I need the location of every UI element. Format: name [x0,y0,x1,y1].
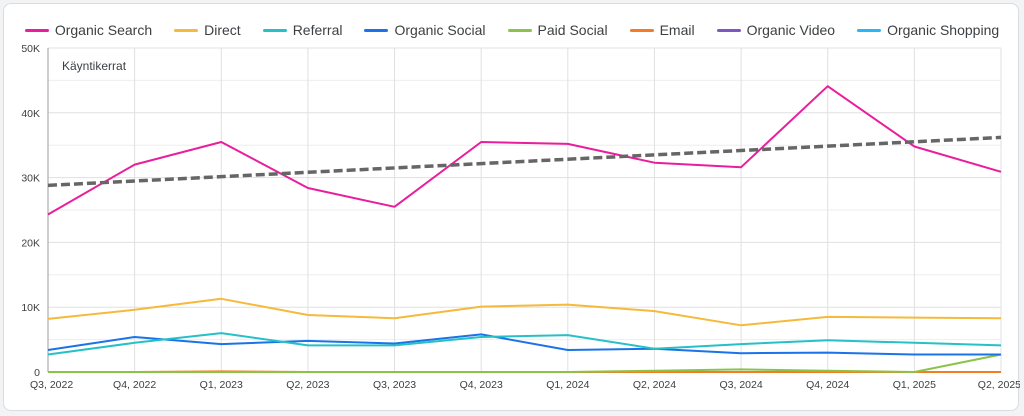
legend-item-organic-shopping[interactable]: Organic Shopping [857,22,999,38]
series-line-referral [47,332,1002,356]
legend-label: Paid Social [537,22,608,38]
legend-swatch [24,28,49,32]
legend-label: Referral [292,22,343,38]
legend-label: Organic Social [394,22,486,38]
x-tick-label: Q1, 2025 [893,379,936,391]
legend-item-organic-search[interactable]: Organic Search [24,22,153,38]
x-tick-label: Q3, 2022 [30,379,73,391]
x-tick-label: Q4, 2023 [460,379,503,391]
legend-item-paid-social[interactable]: Paid Social [507,22,608,38]
x-tick-label: Q4, 2022 [113,379,156,391]
series-line-organic-social [47,333,1001,356]
y-tick-label: 10K [21,302,40,314]
x-tick-label: Q2, 2024 [633,379,676,391]
legend-item-organic-video[interactable]: Organic Video [716,22,836,38]
legend-swatch [262,28,287,32]
metric-label: Käyntikerrat [62,59,127,73]
legend-item-email[interactable]: Email [629,22,695,38]
x-tick-label: Q1, 2023 [200,379,243,391]
legend-swatch [716,28,741,32]
chart-card: Organic Search Direct Referral Organic Soci… [3,3,1020,411]
x-tick-label: Q4, 2024 [806,379,849,391]
legend-swatch [364,28,389,32]
series-line-direct [47,297,1002,327]
y-tick-label: 0 [34,367,40,379]
legend-label: Email [659,22,695,38]
legend-swatch [174,28,199,32]
legend-item-referral[interactable]: Referral [262,22,343,38]
y-tick-label: 50K [21,43,40,55]
y-tick-label: 40K [21,108,40,120]
legend-label: Organic Shopping [887,22,1000,38]
legend-swatch [507,28,532,32]
series-line-paid-social [48,353,1002,373]
legend-swatch [857,28,882,32]
legend-item-organic-social[interactable]: Organic Social [364,22,486,38]
x-tick-label: Q3, 2023 [373,379,416,391]
legend-label: Organic Video [746,22,836,38]
chart-legend: Organic Search Direct Referral Organic Soci… [4,18,1020,42]
series-line-organic-search [47,85,1002,216]
y-tick-label: 30K [21,173,40,185]
trendline [47,135,1002,188]
line-chart: 0 10K 20K 30K 40K 50K Q3, 2022 Q4, 2022 Q1, 2023… [21,43,1020,391]
x-tick-label: Q2, 2025 [978,379,1020,391]
x-tick-label: Q3, 2024 [719,379,762,391]
legend-item-direct[interactable]: Direct [174,22,241,38]
legend-label: Direct [204,22,241,38]
x-tick-label: Q2, 2023 [286,379,329,391]
legend-swatch [629,28,654,32]
y-tick-label: 20K [21,237,40,249]
legend-label: Organic Search [54,22,153,38]
x-tick-label: Q1, 2024 [546,379,589,391]
